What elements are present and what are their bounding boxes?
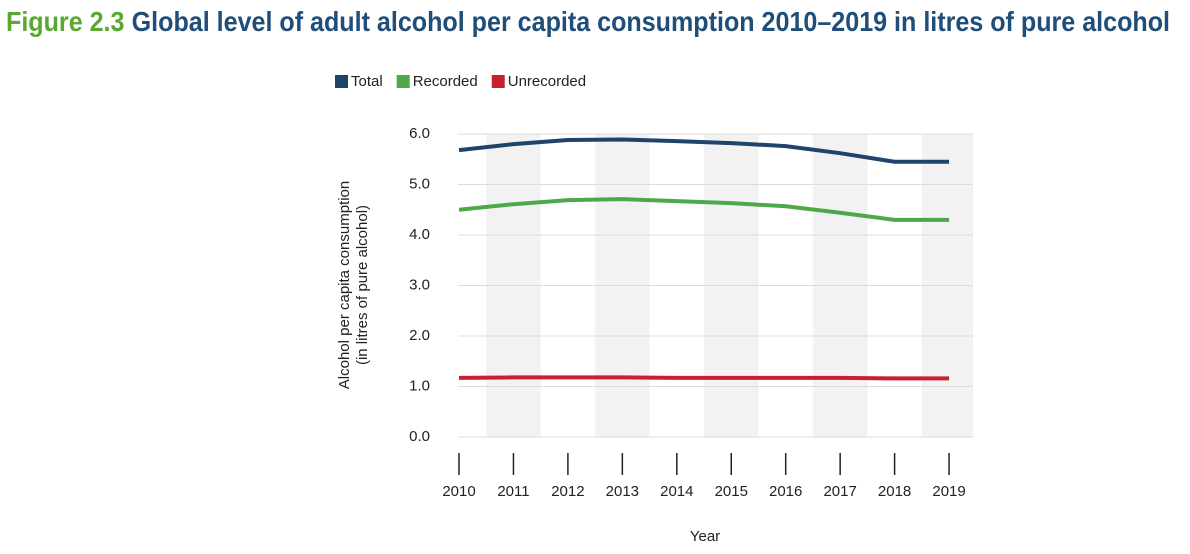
x-tick-label: 2017 bbox=[823, 483, 856, 500]
y-axis-label: (in litres of pure alcohol) bbox=[354, 205, 371, 365]
x-tick-label: 2010 bbox=[442, 483, 475, 500]
legend-label: Recorded bbox=[413, 73, 478, 90]
figure-label: Figure 2.3 bbox=[6, 6, 124, 37]
x-tick-label: 2012 bbox=[551, 483, 584, 500]
x-tick-label: 2018 bbox=[878, 483, 911, 500]
y-axis-label: Alcohol per capita consumption bbox=[336, 181, 353, 389]
legend-swatch bbox=[335, 75, 348, 88]
legend-swatch bbox=[491, 75, 505, 88]
x-tick-label: 2011 bbox=[497, 483, 529, 500]
x-tick-label: 2013 bbox=[606, 483, 639, 500]
title-text: Global level of adult alcohol per capita… bbox=[132, 6, 1170, 37]
y-tick-label: 0.0 bbox=[409, 428, 430, 445]
y-tick-label: 4.0 bbox=[409, 226, 430, 243]
x-tick-label: 2019 bbox=[932, 483, 965, 500]
line bbox=[458, 375, 950, 381]
line bbox=[458, 137, 950, 164]
legend-label: Unrecorded bbox=[508, 73, 586, 90]
y-tick-label: 5.0 bbox=[409, 175, 430, 192]
y-tick-label: 1.0 bbox=[409, 377, 430, 394]
line bbox=[458, 197, 950, 222]
legend-swatch bbox=[396, 75, 410, 88]
chart-title: Figure 2.3 Global level of adult alcohol … bbox=[6, 6, 1170, 37]
legend-label: Total bbox=[351, 73, 383, 90]
y-tick-label: 3.0 bbox=[409, 276, 430, 293]
x-tick-label: 2014 bbox=[660, 483, 693, 500]
y-tick-label: 2.0 bbox=[409, 327, 430, 344]
x-tick-label: 2016 bbox=[769, 483, 802, 500]
x-axis-label: Year bbox=[690, 528, 720, 545]
y-tick-label: 6.0 bbox=[409, 125, 430, 142]
x-tick-label: 2015 bbox=[715, 483, 748, 500]
